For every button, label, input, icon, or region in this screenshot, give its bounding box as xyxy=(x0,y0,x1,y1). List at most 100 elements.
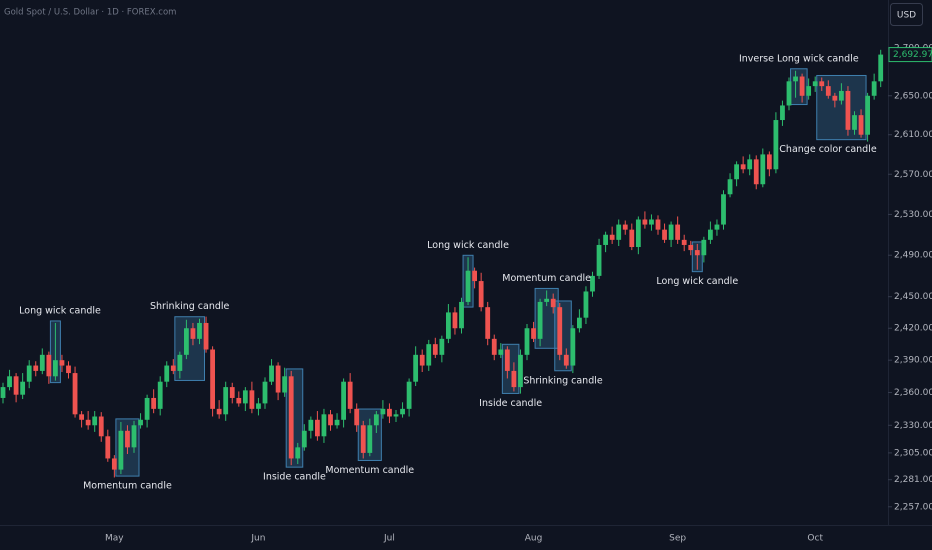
candle-body xyxy=(177,354,183,371)
candle-body xyxy=(472,270,477,282)
candle-body xyxy=(452,312,458,329)
candle-body xyxy=(655,219,661,230)
candle-body xyxy=(20,381,26,395)
candle-body xyxy=(46,354,52,377)
candle-body xyxy=(98,416,104,437)
candle-body xyxy=(144,397,150,420)
candle-body xyxy=(511,370,517,388)
annotation-label: Long wick candle xyxy=(656,276,738,287)
candle-body xyxy=(301,430,307,448)
candle-body xyxy=(649,219,654,225)
candle-body xyxy=(275,365,281,393)
candle-body xyxy=(118,430,124,470)
candle-body xyxy=(203,322,209,350)
candle-body xyxy=(740,164,746,170)
annotation-label: Inverse Long wick candle xyxy=(739,53,859,64)
candle-body xyxy=(367,425,373,453)
annotation-label: Change color candle xyxy=(779,144,877,155)
candle-body xyxy=(105,436,111,459)
y-tick-label: 2,257.00 xyxy=(894,502,932,512)
candle-body xyxy=(190,328,196,339)
candle-body xyxy=(524,328,530,355)
candle-body xyxy=(288,376,294,459)
candle-body xyxy=(485,307,491,339)
candle-body xyxy=(242,390,248,404)
candle-body xyxy=(426,344,432,366)
candle-body xyxy=(688,244,694,251)
candle-body xyxy=(839,90,844,101)
candle-body xyxy=(563,354,569,366)
candle-body xyxy=(210,349,215,409)
candle-body xyxy=(721,194,726,225)
x-tick-label: Jun xyxy=(250,534,265,544)
candle-body xyxy=(537,301,543,339)
candle-body xyxy=(321,414,327,437)
candle-body xyxy=(544,298,550,302)
candle-body xyxy=(793,76,798,82)
candle-body xyxy=(518,354,523,388)
candle-body xyxy=(393,414,399,417)
annotation-label: Momentum candle xyxy=(502,273,591,284)
x-tick-label: Sep xyxy=(669,534,686,544)
candle-body xyxy=(282,376,288,393)
candle-body xyxy=(806,86,812,96)
y-tick-label: 2,570.00 xyxy=(894,170,932,180)
candle-body xyxy=(111,458,117,470)
candle-body xyxy=(131,425,137,448)
candle-body xyxy=(629,229,635,248)
y-tick-label: 2,610.00 xyxy=(894,130,932,140)
candle-body xyxy=(825,86,831,96)
candle-body xyxy=(570,328,576,366)
candle-body xyxy=(197,322,202,339)
annotation-box xyxy=(790,68,808,106)
candle-body xyxy=(642,219,648,225)
y-tick-label: 2,490.00 xyxy=(894,251,932,261)
candle-body xyxy=(308,419,314,431)
y-tick-label: 2,420.00 xyxy=(894,324,932,334)
candle-body xyxy=(701,239,707,256)
candle-body xyxy=(459,301,464,329)
candle-body xyxy=(170,365,176,371)
candle-body xyxy=(59,360,65,366)
candle-body xyxy=(164,365,170,382)
candle-body xyxy=(852,115,857,130)
candle-body xyxy=(590,275,595,292)
candle-body xyxy=(262,381,268,404)
currency-button[interactable]: USD xyxy=(890,3,923,26)
candle-body xyxy=(635,219,641,248)
candle-body xyxy=(125,430,130,448)
candle-body xyxy=(33,365,39,371)
candle-body xyxy=(373,414,379,426)
candle-body xyxy=(760,154,766,185)
candle-body xyxy=(406,381,412,409)
candle-body xyxy=(66,365,71,374)
candle-body xyxy=(419,354,425,366)
candle-body xyxy=(400,408,405,415)
currency-button-frame[interactable] xyxy=(890,3,923,26)
candle-body xyxy=(609,234,615,240)
candle-body xyxy=(72,373,78,415)
candle-body xyxy=(0,387,6,398)
candle-body xyxy=(865,95,870,135)
candle-body xyxy=(249,390,255,409)
currency-label[interactable]: USD xyxy=(897,11,916,21)
candle-body xyxy=(269,365,274,382)
candle-body xyxy=(184,328,189,355)
candle-body xyxy=(786,81,792,106)
candle-body xyxy=(753,159,759,185)
candle-body xyxy=(681,239,687,245)
candle-body xyxy=(622,224,628,230)
candle-body xyxy=(387,408,392,417)
candle-body xyxy=(504,349,510,371)
y-tick-label: 2,450.00 xyxy=(894,292,932,302)
candle-body xyxy=(766,154,772,170)
candle-body xyxy=(858,115,864,135)
annotation-label: Shrinking candle xyxy=(523,375,603,386)
candle-body xyxy=(151,397,157,409)
candle-body xyxy=(668,224,674,240)
candle-body xyxy=(439,338,445,355)
last-price-marker xyxy=(888,47,932,63)
candle-body xyxy=(708,229,713,240)
candle-body xyxy=(79,414,84,420)
